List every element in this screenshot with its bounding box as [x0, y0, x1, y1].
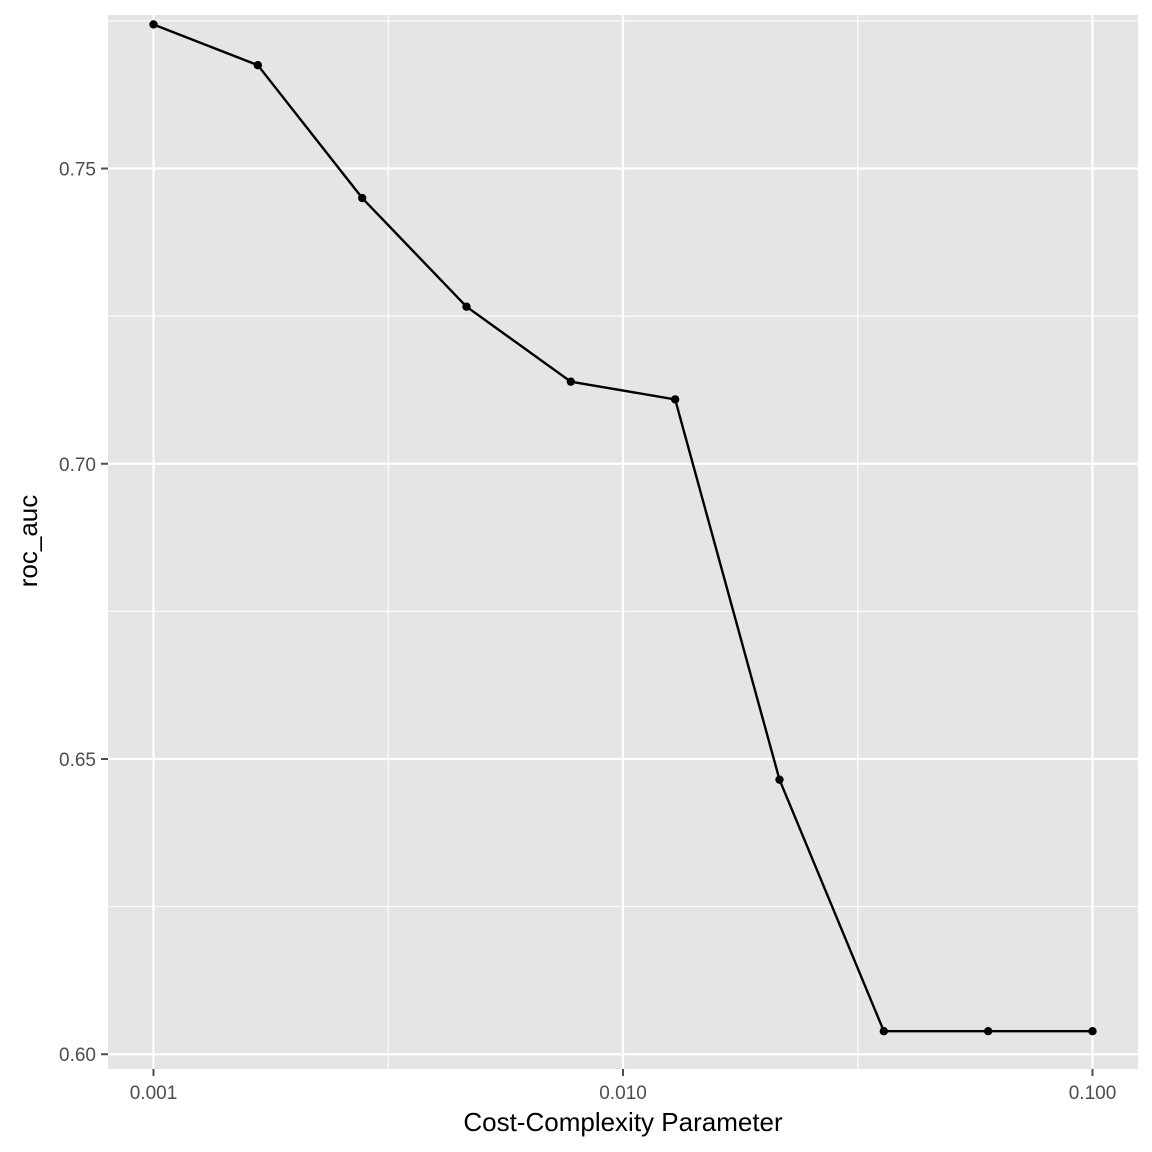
series-line [153, 23, 1093, 1033]
x-tick-label: 0.001 [130, 1083, 178, 1104]
series [149, 20, 1097, 1036]
data-point [462, 302, 471, 311]
data-point [879, 1027, 889, 1036]
grid-major [108, 15, 1138, 1069]
y-tick-label: 0.70 [59, 455, 96, 476]
y-tick-label: 0.75 [59, 160, 96, 181]
data-point [775, 775, 784, 784]
y-tick-label: 0.65 [59, 750, 96, 771]
axes: 0.001 0.010 0.100 0.60 0.65 0.70 0.75 [59, 160, 1116, 1104]
x-tick-label: 0.100 [1069, 1083, 1117, 1104]
data-point [1088, 1027, 1097, 1036]
data-point [983, 1027, 993, 1036]
x-tick-label: 0.010 [599, 1083, 647, 1104]
data-point [566, 377, 576, 386]
data-point [670, 395, 680, 404]
y-axis-title: roc_auc [13, 495, 43, 588]
data-point [357, 193, 367, 203]
x-axis-title: Cost-Complexity Parameter [463, 1107, 783, 1137]
data-point [253, 60, 263, 70]
data-point [149, 20, 158, 29]
y-tick-label: 0.60 [59, 1045, 96, 1066]
